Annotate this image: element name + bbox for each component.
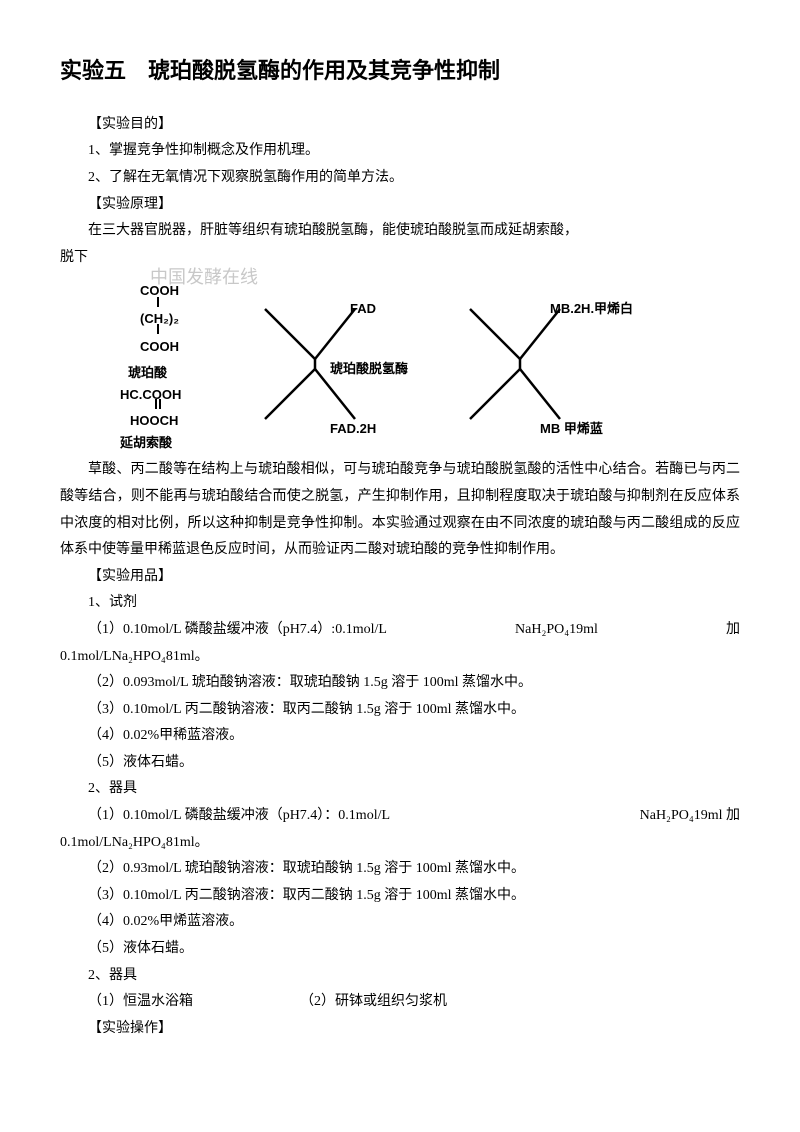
diagram-cooh1: COOH — [140, 279, 179, 304]
apparatus-3: （3）0.10mol/L 丙二酸钠溶液：取丙二酸钠 1.5g 溶于 100ml … — [60, 883, 740, 910]
page-title: 实验五 琥珀酸脱氢酶的作用及其竞争性抑制 — [60, 50, 740, 92]
operation-label: 【实验操作】 — [60, 1016, 740, 1043]
purpose-item-1: 1、掌握竞争性抑制概念及作用机理。 — [60, 138, 740, 165]
reagent-4: （4）0.02%甲稀蓝溶液。 — [60, 723, 740, 750]
reaction-diagram: COOH (CH₂)₂ COOH 琥珀酸 HC.COOH HOOCH 延胡索酸 … — [120, 279, 740, 449]
apparatus-1a: （1）0.10mol/L 磷酸盐缓冲液（pH7.4）：0.1mol/L — [60, 803, 390, 830]
apparatus-4: （4）0.02%甲烯蓝溶液。 — [60, 909, 740, 936]
diagram-succinic: 琥珀酸 — [128, 361, 167, 386]
apparatus-5: （5）液体石蜡。 — [60, 936, 740, 963]
reagent-label: 1、试剂 — [60, 590, 740, 617]
principle-intro-a: 在三大器官脱器，肝脏等组织有琥珀酸脱氢酶，能使琥珀酸脱氢而成延胡索酸， — [60, 218, 740, 245]
reagent-1-line: （1）0.10mol/L 磷酸盐缓冲液（pH7.4）:0.1mol/L NaH₂… — [60, 617, 740, 644]
principle-label: 【实验原理】 — [60, 192, 740, 219]
diagram-mb: MB 甲烯蓝 — [540, 417, 603, 442]
reagent-2: （2）0.093mol/L 琥珀酸钠溶液：取琥珀酸钠 1.5g 溶于 100ml… — [60, 670, 740, 697]
diagram-mb2h: MB.2H.甲烯白 — [550, 297, 633, 322]
diagram-hccooh: HC.COOH — [120, 383, 181, 408]
purpose-item-2: 2、了解在无氧情况下观察脱氢酶作用的简单方法。 — [60, 165, 740, 192]
reagent-3: （3）0.10mol/L 丙二酸钠溶液：取丙二酸钠 1.5g 溶于 100ml … — [60, 697, 740, 724]
reagent-5: （5）液体石蜡。 — [60, 750, 740, 777]
reagent-1b: NaH₂PO₄19ml — [487, 617, 598, 644]
supplies-label: 【实验用品】 — [60, 564, 740, 591]
reagent-1d: 0.1mol/LNa₂HPO₄81ml。 — [60, 644, 740, 671]
principle-body: 草酸、丙二酸等在结构上与琥珀酸相似，可与琥珀酸竞争与琥珀酸脱氢酸的活性中心结合。… — [60, 457, 740, 563]
apparatus-1b: NaH₂PO₄19ml 加 — [612, 803, 740, 830]
reagent-1a: （1）0.10mol/L 磷酸盐缓冲液（pH7.4）:0.1mol/L — [60, 617, 387, 644]
diagram-ch2: (CH₂)₂ — [140, 307, 179, 332]
apparatus-1d: 0.1mol/LNa₂HPO₄81ml。 — [60, 830, 740, 857]
apparatus2-line: （1）恒温水浴箱 （2）研钵或组织匀浆机 — [60, 989, 740, 1016]
diagram-fad: FAD — [350, 297, 376, 322]
reagent-1c: 加 — [698, 617, 740, 644]
diagram-enzyme: 琥珀酸脱氢酶 — [330, 357, 408, 382]
purpose-label: 【实验目的】 — [60, 112, 740, 139]
diagram-hooch: HOOCH — [130, 409, 178, 434]
apparatus2-label: 2、器具 — [60, 963, 740, 990]
apparatus-label: 2、器具 — [60, 776, 740, 803]
apparatus2-2: （2）研钵或组织匀浆机 — [300, 994, 447, 1009]
diagram-fumaric: 延胡索酸 — [120, 431, 172, 456]
apparatus-2: （2）0.93mol/L 琥珀酸钠溶液：取琥珀酸钠 1.5g 溶于 100ml … — [60, 856, 740, 883]
principle-intro-b: 脱下 — [60, 245, 740, 272]
apparatus-1-line: （1）0.10mol/L 磷酸盐缓冲液（pH7.4）：0.1mol/L NaH₂… — [60, 803, 740, 830]
diagram-fad2h: FAD.2H — [330, 417, 376, 442]
diagram-cooh2: COOH — [140, 335, 179, 360]
apparatus2-1: （1）恒温水浴箱 — [88, 994, 193, 1009]
